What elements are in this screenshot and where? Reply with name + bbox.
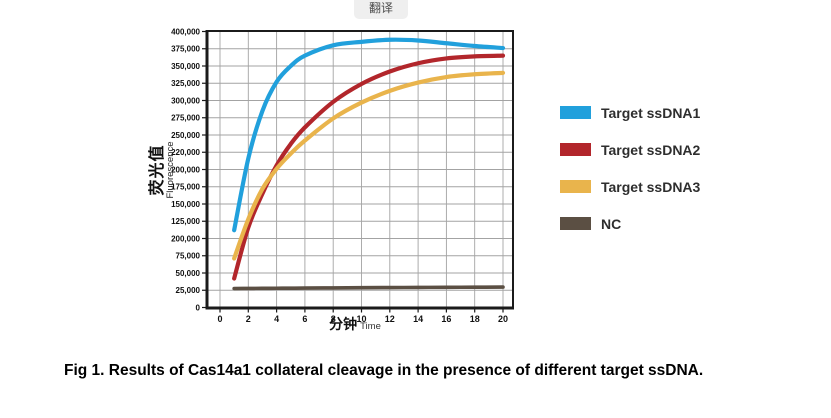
legend-swatch [560, 143, 591, 156]
y-tick-label: 50,000 [176, 269, 201, 278]
translate-button[interactable]: 翻译 [354, 0, 408, 19]
x-tick-label: 16 [441, 314, 451, 324]
x-tick-label: 2 [246, 314, 251, 324]
series-line-target-ssdna2 [232, 53, 506, 281]
y-axis-title-en: Fluorescence [165, 141, 177, 199]
legend-swatch [560, 217, 591, 230]
x-axis-title: 分钟 Time [207, 314, 503, 334]
x-axis-title-cn: 分钟 [329, 316, 358, 332]
x-tick-label: 14 [413, 314, 423, 324]
y-axis-title: 荧光值 Fluorescence [145, 105, 181, 235]
series-line-target-ssdna3 [232, 70, 506, 261]
y-tick-label: 75,000 [176, 252, 201, 261]
legend-label: Target ssDNA2 [601, 141, 701, 158]
y-tick-label: 200,000 [171, 165, 200, 174]
series-line-nc [232, 285, 505, 291]
series-line-target-ssdna1 [232, 37, 506, 233]
y-tick-label: 200,000 [171, 234, 200, 243]
legend-item-target-ssdna3: Target ssDNA3 [560, 178, 701, 195]
y-tick-label: 25,000 [176, 286, 201, 295]
x-tick-label: 6 [302, 314, 307, 324]
x-tick-label: 8 [331, 314, 336, 324]
x-tick-label: 0 [217, 314, 222, 324]
x-tick-label: 12 [385, 314, 395, 324]
legend-item-nc: NC [560, 215, 700, 232]
x-axis-title-en: Time [360, 321, 381, 332]
x-tick-label: 10 [356, 314, 366, 324]
x-tick-label: 4 [274, 314, 279, 324]
y-axis-title-cn: 荧光值 [148, 144, 166, 196]
legend-label: Target ssDNA1 [601, 104, 701, 121]
y-tick-label: 400,000 [171, 27, 200, 36]
y-tick-label: 275,000 [171, 114, 200, 123]
y-tick-label: 220,000 [171, 148, 200, 157]
legend-swatch [560, 106, 591, 119]
y-tick-label: 175,000 [171, 183, 200, 192]
figure-caption: Fig 1. Results of Cas14a1 collateral cle… [64, 362, 704, 379]
y-tick-label: 250,000 [171, 131, 200, 140]
y-tick-label: 0 [196, 303, 201, 312]
y-tick-label: 325,000 [171, 79, 200, 88]
y-tick-label: 375,000 [171, 45, 200, 54]
y-tick-label: 350,000 [171, 62, 200, 71]
legend-label: NC [601, 215, 622, 232]
x-tick-label: 18 [470, 314, 480, 324]
translate-button-label: 翻译 [368, 1, 393, 15]
chart-legend: Target ssDNA1 Target ssDNA2 Target ssDNA3 N… [560, 104, 701, 254]
legend-swatch [560, 180, 591, 193]
legend-item-target-ssdna2: Target ssDNA2 [560, 141, 701, 158]
chart-canvas: 0 25,000 50,000 75,000 200,000 125,000 150,000… [171, 27, 514, 324]
legend-label: Target ssDNA3 [601, 178, 701, 195]
y-tick-label: 150,000 [171, 200, 200, 209]
legend-item-target-ssdna1: Target ssDNA1 [560, 104, 701, 121]
y-tick-label: 300,000 [171, 96, 200, 105]
x-tick-label: 20 [498, 314, 508, 324]
fluorescence-time-chart: 0 25,000 50,000 75,000 200,000 125,000 150,000… [145, 27, 514, 334]
y-tick-label: 125,000 [171, 217, 200, 226]
